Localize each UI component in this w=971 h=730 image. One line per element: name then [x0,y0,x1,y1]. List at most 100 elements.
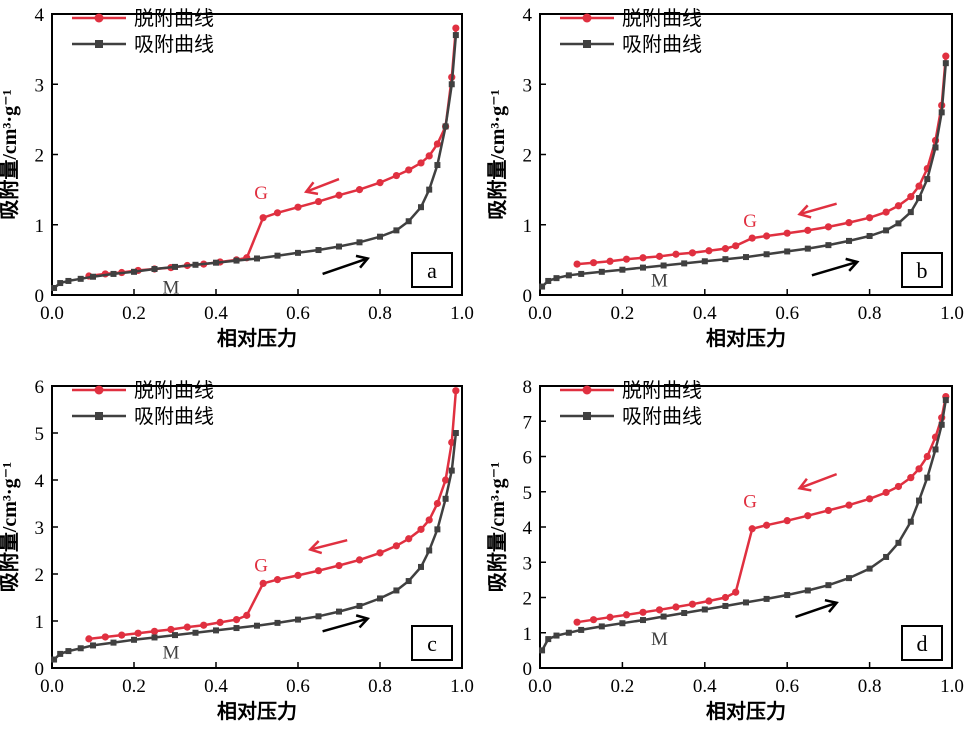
panel-letter: b [917,258,928,283]
adsorption-direction-arrow-shaft [322,617,369,633]
desorption-point [804,512,812,520]
adsorption-point [274,252,281,259]
desorption-point [433,140,441,148]
adsorption-point [192,261,199,268]
legend-adsorption-marker [583,412,591,420]
adsorption-point [924,474,931,481]
x-tick-label: 0.6 [775,303,799,324]
adsorption-point [315,247,322,254]
x-axis-label: 相对压力 [217,699,297,723]
adsorption-point [545,636,552,643]
adsorption-point [315,613,322,620]
panel-letter: d [917,631,928,656]
desorption-point [573,260,581,268]
desorption-point [405,166,413,174]
desorption-direction-arrow-head [797,477,812,492]
legend-adsorption-label: 吸附曲线 [622,33,702,56]
adsorption-point [213,627,219,634]
adsorption-point [448,81,455,88]
adsorption-point [426,547,433,554]
x-tick-label: 0.0 [528,676,552,697]
adsorption-point [539,283,546,290]
adsorption-point [932,144,939,151]
adsorption-point [539,647,546,654]
y-tick-label: 4 [523,5,533,26]
desorption-point [672,603,680,611]
desorption-point [392,171,400,180]
adsorption-point [804,587,811,594]
desorption-point [355,186,364,194]
adsorption-point [356,602,363,609]
desorption-line [576,56,948,266]
legend-desorption-label: 脱附曲线 [134,379,214,402]
desorption-point [732,588,740,596]
desorption-point [134,629,142,637]
adsorption-line [541,399,948,651]
panel-letter: a [427,258,437,283]
y-tick-label: 3 [523,75,533,96]
chart-panel-d: 0.0 0.2 0.4 0.6 0.8 1.0 0 1 2 3 4 5 6 7 8 相对压力 吸附量/cm³·g… [485,377,964,723]
adsorption-point [681,610,688,617]
adsorption-point [434,526,441,533]
desorption-point [314,567,323,575]
y-tick-label: 3 [35,518,45,539]
adsorption-point [57,280,64,287]
desorption-point [355,556,364,564]
adsorption-point [442,495,449,502]
adsorption-point [660,262,667,269]
x-tick-label: 0.4 [693,303,717,324]
adsorption-point [907,209,914,216]
desorption-point [589,259,598,267]
desorption-point [721,245,730,253]
desorption-point [824,506,833,515]
desorption-point [417,525,425,533]
legend-desorption-label: 脱附曲线 [622,7,702,30]
adsorption-direction-arrow-head [355,254,370,269]
desorption-point [942,52,950,60]
desorption-point [392,542,400,550]
adsorption-point [598,268,605,275]
legend-desorption-marker [94,385,104,395]
adsorption-point [51,284,58,291]
desorption-point [705,247,713,255]
desorption-point [688,249,697,257]
panel-letter: c [427,631,437,656]
adsorption-point [640,264,646,271]
adsorption-point [883,553,890,560]
adsorption-point [448,467,455,474]
desorption-point [85,635,93,643]
desorption-point [672,250,680,258]
legend-desorption-marker [94,13,104,23]
adsorption-point [77,275,84,282]
adsorption-point [938,421,945,428]
annotation-M: M [651,271,668,292]
x-tick-label: 0.8 [858,303,882,324]
chart-panel-a: 0.0 0.2 0.4 0.6 0.8 1.0 0 1 2 3 4 相对压力 吸附量/cm³·g⁻¹ 脱附… [0,5,474,350]
plot-frame [539,13,953,296]
adsorption-point [825,242,832,249]
desorption-point [606,257,614,265]
desorption-point [376,549,384,557]
x-tick-label: 1.0 [940,676,964,697]
adsorption-point [722,256,729,263]
y-tick-label: 4 [35,5,45,26]
desorption-point [200,621,208,629]
desorption-point [639,608,647,616]
y-tick-label: 3 [35,75,45,96]
x-tick-label: 0.8 [368,303,392,324]
adsorption-point [377,595,383,602]
y-tick-label: 5 [35,424,45,445]
adsorption-point [213,259,219,266]
desorption-point [845,501,853,509]
desorption-point [433,499,441,508]
desorption-direction-arrow-head [797,204,812,219]
adsorption-point [393,587,400,594]
annotation-M: M [651,629,668,650]
adsorption-point [452,430,459,436]
chart-panel-b: 0.0 0.2 0.4 0.6 0.8 1.0 0 1 2 3 4 相对压力 吸附量/cm³·g⁻¹ 脱附… [485,5,964,350]
adsorption-point [565,629,572,636]
adsorption-point [426,186,433,193]
desorption-direction-arrow-head [307,540,323,555]
adsorption-point [846,237,852,244]
adsorption-direction-arrow-shaft [322,257,369,276]
